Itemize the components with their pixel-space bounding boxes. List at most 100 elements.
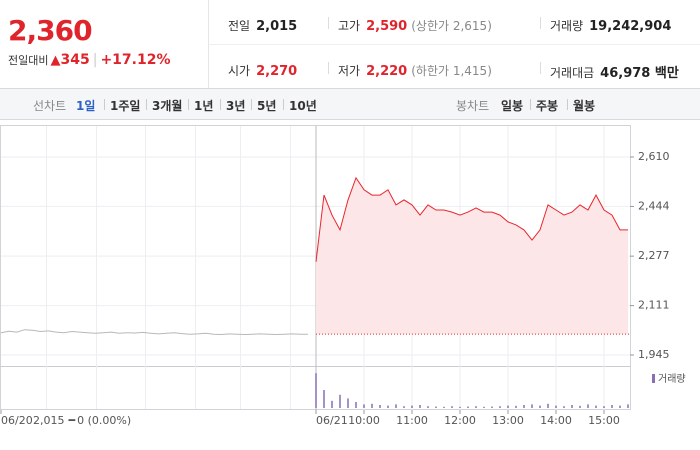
- stat-value: 2,220: [366, 64, 408, 79]
- current-price: 2,360: [8, 14, 93, 47]
- volume-bar: [403, 406, 405, 408]
- period-tab[interactable]: 3년: [226, 99, 246, 113]
- up-arrow: ▲: [50, 53, 61, 68]
- volume-bar: [387, 405, 389, 408]
- quote-box: 2,360 전일대비 ▲345 | +17.12%: [0, 0, 209, 88]
- volume-bar: [323, 390, 325, 408]
- period-tab[interactable]: 1주일: [110, 99, 141, 113]
- stat-label: 저가: [338, 64, 361, 78]
- volume-bar: [443, 406, 445, 408]
- volume-bar: [515, 405, 517, 408]
- volume-bar: [611, 405, 613, 408]
- prev-close: 2,015: [33, 414, 65, 427]
- volume-bar: [347, 398, 349, 408]
- volume-bar: [395, 404, 397, 408]
- stat-note: (하한가 1,415): [411, 64, 492, 78]
- price-line: [0, 329, 309, 336]
- prev-summary: 2,015 ━ 0 (0.00%): [33, 414, 131, 427]
- x-tick-label: 06/20: [1, 414, 33, 427]
- stat-value: 2,015: [256, 19, 298, 34]
- legend-label: 거래량: [658, 373, 686, 385]
- period-tab[interactable]: 5년: [257, 99, 277, 113]
- candle-tab[interactable]: 일봉: [501, 99, 524, 113]
- divider: [540, 17, 541, 29]
- volume-bar: [379, 405, 381, 408]
- x-tick-label: 15:00: [588, 414, 620, 427]
- tab-divider: [104, 99, 105, 110]
- flat-symbol: ━: [68, 414, 76, 427]
- y-tick-label: 2,610: [638, 150, 670, 163]
- volume-bar: [539, 405, 541, 408]
- volume-bar: [411, 405, 413, 408]
- tab-divider: [251, 99, 252, 110]
- x-tick-label: 14:00: [540, 414, 572, 427]
- divider: [328, 17, 329, 29]
- legend-swatch: [652, 374, 655, 383]
- period-tab[interactable]: 3개월: [152, 99, 183, 113]
- divider: |: [92, 52, 98, 68]
- stat: 저가 2,220 (하한가 1,415): [338, 62, 492, 79]
- volume-bar: [483, 406, 485, 408]
- period-tab[interactable]: 10년: [289, 99, 317, 113]
- stat-note: (상한가 2,615): [411, 19, 492, 33]
- volume-bar: [595, 405, 597, 408]
- period-tabs: 선차트 1일 1주일 3개월 1년 3년 5년 10년 봉차트 일봉 주봉 월봉: [0, 89, 700, 120]
- x-tick-label: 11:00: [396, 414, 428, 427]
- candle-tab[interactable]: 주봉: [536, 99, 559, 113]
- tab-group-title: 선차트: [33, 99, 67, 113]
- y-tick-label: 2,277: [638, 249, 670, 262]
- change-pct: +17.12%: [100, 52, 171, 68]
- stat-label: 거래대금: [550, 66, 595, 80]
- volume-bar: [355, 402, 357, 408]
- volume-bar: [531, 404, 533, 408]
- volume-bar: [571, 405, 573, 408]
- quote-header: 2,360 전일대비 ▲345 | +17.12% 전일 2,015 고가 2,590 (상한…: [0, 0, 700, 89]
- divider: [540, 62, 541, 74]
- x-tick-label: 13:00: [492, 414, 524, 427]
- volume-bar: [491, 406, 493, 408]
- x-tick-label: 12:00: [444, 414, 476, 427]
- stat-value: 2,590: [366, 19, 408, 34]
- volume-bar: [419, 405, 421, 408]
- volume-bar: [619, 405, 621, 408]
- volume-bar: [507, 405, 509, 408]
- stat-label: 전일: [228, 19, 251, 33]
- tab-divider: [567, 99, 568, 110]
- y-tick-label: 1,945: [638, 348, 670, 361]
- change-value: 345: [60, 52, 90, 68]
- x-tick-label: 10:00: [348, 414, 380, 427]
- volume-bar: [315, 373, 317, 408]
- period-tab[interactable]: 1일: [76, 99, 96, 113]
- volume-bar: [363, 404, 365, 408]
- price-line: [315, 176, 628, 262]
- prev-change: 0 (0.00%): [77, 414, 131, 427]
- stat: 거래량 19,242,904: [550, 17, 671, 34]
- volume-bar: [555, 405, 557, 408]
- stat-label: 고가: [338, 19, 361, 33]
- period-tab[interactable]: 1년: [194, 99, 214, 113]
- volume-bar: [547, 403, 549, 408]
- stat-value: 19,242,904: [589, 19, 672, 34]
- stat-label: 거래량: [550, 19, 584, 33]
- volume-bar: [499, 406, 501, 408]
- change-row: 전일대비 ▲345 | +17.12%: [8, 52, 170, 68]
- volume-bar: [579, 405, 581, 408]
- y-tick-label: 2,444: [638, 199, 670, 212]
- x-tick-label: 06/21: [316, 414, 348, 427]
- volume-bar: [467, 406, 469, 408]
- tab-divider: [283, 99, 284, 110]
- change-label: 전일대비: [8, 54, 49, 67]
- tab-divider: [530, 99, 531, 110]
- tab-divider: [220, 99, 221, 110]
- tab-divider: [188, 99, 189, 110]
- y-tick-label: 2,111: [638, 299, 670, 312]
- stat: 시가 2,270: [228, 62, 297, 79]
- volume-bar: [331, 400, 333, 408]
- volume-bar: [371, 403, 373, 408]
- volume-bar: [627, 404, 629, 408]
- stat-value: 46,978 백만: [600, 66, 679, 81]
- candle-tab[interactable]: 월봉: [573, 99, 596, 113]
